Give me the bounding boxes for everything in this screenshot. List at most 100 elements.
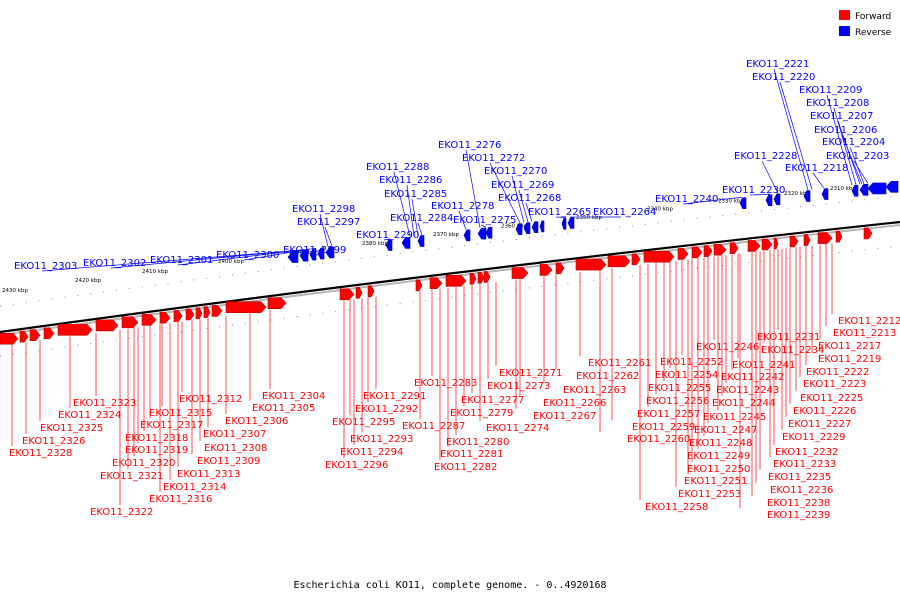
reverse-gene-arrow <box>821 188 829 200</box>
forward-gene-label: EKO11_2222 <box>806 367 869 378</box>
forward-gene-label: EKO11_2273 <box>487 381 550 392</box>
reverse-gene-arrow <box>515 223 523 235</box>
reverse-gene-label: EKO11_2275 <box>453 215 516 226</box>
reverse-gene-label: EKO11_2297 <box>297 217 360 228</box>
reverse-leader-line <box>324 226 333 247</box>
reverse-gene-arrow <box>463 229 471 242</box>
forward-gene-label: EKO11_2225 <box>800 393 863 404</box>
reverse-leader-line <box>41 249 301 272</box>
forward-gene-label: EKO11_2235 <box>768 472 831 483</box>
forward-gene-label: EKO11_2223 <box>803 379 866 390</box>
reverse-gene-arrow <box>867 182 887 195</box>
reverse-gene-label: EKO11_2284 <box>390 213 453 224</box>
forward-gene-label: EKO11_2241 <box>732 360 795 371</box>
forward-gene-label: EKO11_2287 <box>402 421 465 432</box>
forward-gene-label: EKO11_2321 <box>100 471 163 482</box>
forward-gene-label: EKO11_2292 <box>355 404 418 415</box>
forward-gene-label: EKO11_2263 <box>563 385 626 396</box>
reverse-gene-arrow <box>561 217 567 230</box>
reverse-gene-label: EKO11_2208 <box>806 98 869 109</box>
reverse-leader-line <box>853 160 869 184</box>
reverse-gene-arrow <box>385 239 393 251</box>
forward-gene-arrow <box>43 327 55 340</box>
forward-gene-arrow <box>367 285 375 298</box>
reverse-gene-arrow <box>567 217 575 229</box>
forward-gene-label: EKO11_2232 <box>775 447 838 458</box>
forward-gene-label: EKO11_2280 <box>446 437 509 448</box>
kbp-tick-label: 2410 kbp <box>142 269 168 275</box>
reverse-leader-line <box>310 246 325 256</box>
forward-gene-label: EKO11_2252 <box>660 357 723 368</box>
reverse-leader-line <box>243 247 317 261</box>
map-caption: Escherichia coli KO11, complete genome. … <box>293 580 606 591</box>
kbp-tick-label: 2420 kbp <box>75 278 101 284</box>
forward-gene-label: EKO11_2242 <box>721 372 784 383</box>
forward-gene-label: EKO11_2244 <box>712 398 775 409</box>
reverse-leader-line <box>406 184 415 236</box>
forward-gene-label: EKO11_2262 <box>576 371 639 382</box>
forward-gene-label: EKO11_2314 <box>163 482 226 493</box>
reverse-leader-line <box>518 189 529 223</box>
reverse-leader-line <box>177 248 311 266</box>
forward-gene-arrow <box>159 311 171 324</box>
reverse-gene-arrow <box>417 235 425 247</box>
kbp-tick-label: 2330 kbp <box>718 199 744 205</box>
reverse-gene-label: EKO11_2278 <box>431 201 494 212</box>
forward-gene-arrow <box>19 330 29 343</box>
reverse-gene-arrow <box>309 248 317 261</box>
reverse-leader-line <box>411 198 419 236</box>
forward-gene-arrow <box>355 286 363 299</box>
reverse-gene-labels: EKO11_2303 EKO11_2302 EKO11_2301 EKO11_2300… <box>14 59 889 272</box>
forward-gene-label: EKO11_2246 <box>696 342 759 353</box>
reverse-leader-line <box>812 172 825 189</box>
forward-gene-label: EKO11_2255 <box>648 383 711 394</box>
forward-gene-label: EKO11_2243 <box>716 385 779 396</box>
forward-gene-arrow <box>729 242 739 254</box>
kbp-tick-label: 2310 kbp <box>830 186 856 192</box>
forward-gene-arrow <box>29 329 41 341</box>
forward-gene-arrow <box>203 306 211 319</box>
reverse-gene-label: EKO11_2204 <box>822 137 885 148</box>
forward-gene-arrow <box>445 274 467 287</box>
forward-gene-label: EKO11_2293 <box>350 434 413 445</box>
forward-gene-arrow <box>761 238 773 251</box>
forward-gene-label: EKO11_2323 <box>73 398 136 409</box>
forward-gene-arrow <box>185 308 195 321</box>
reverse-genes <box>287 181 899 263</box>
reverse-leader-line <box>480 224 487 228</box>
forward-gene-label: EKO11_2260 <box>627 434 690 445</box>
forward-gene-arrow <box>477 271 485 284</box>
forward-gene-label: EKO11_2304 <box>262 391 325 402</box>
forward-gene-label: EKO11_2213 <box>833 328 896 339</box>
forward-gene-arrow <box>677 248 689 260</box>
reverse-gene-arrow <box>773 193 781 206</box>
kbp-tick-label: 2380 kbp <box>362 241 388 247</box>
forward-leader-lines <box>11 243 833 508</box>
forward-gene-arrow <box>195 307 203 320</box>
forward-gene-label: EKO11_2318 <box>125 433 188 444</box>
forward-gene-arrow <box>863 227 873 240</box>
forward-gene-label: EKO11_2212 <box>838 316 900 327</box>
forward-gene-label: EKO11_2258 <box>645 502 708 513</box>
reverse-gene-label: EKO11_2298 <box>292 204 355 215</box>
forward-gene-label: EKO11_2226 <box>793 406 856 417</box>
forward-gene-arrow <box>173 310 183 322</box>
forward-gene-label: EKO11_2219 <box>818 354 881 365</box>
forward-gene-label: EKO11_2253 <box>678 489 741 500</box>
reverse-leader-line <box>773 68 809 191</box>
reverse-leader-line <box>761 160 779 194</box>
forward-gene-label: EKO11_2308 <box>204 443 267 454</box>
kbp-tick-label: 2400 kbp <box>218 259 244 265</box>
reverse-gene-label: EKO11_2269 <box>491 180 554 191</box>
forward-gene-arrow <box>773 237 779 250</box>
reverse-gene-label: EKO11_2221 <box>746 59 809 70</box>
forward-gene-label: EKO11_2325 <box>40 423 103 434</box>
forward-gene-label: EKO11_2229 <box>782 432 845 443</box>
kbp-tick-label: 2430 kbp <box>2 288 28 294</box>
forward-gene-arrow <box>789 235 799 248</box>
forward-gene-arrow <box>57 323 93 336</box>
forward-gene-label: EKO11_2316 <box>149 494 212 505</box>
